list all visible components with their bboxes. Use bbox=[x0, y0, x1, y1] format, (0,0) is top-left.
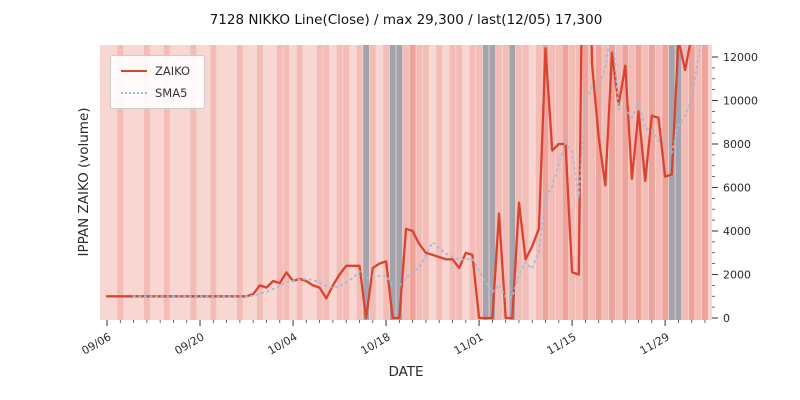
legend-label-sma5: SMA5 bbox=[155, 86, 188, 100]
svg-text:09/06: 09/06 bbox=[80, 330, 114, 357]
svg-text:11/29: 11/29 bbox=[638, 330, 672, 357]
svg-text:11/01: 11/01 bbox=[452, 330, 486, 357]
svg-text:10/18: 10/18 bbox=[359, 330, 393, 357]
svg-text:11/15: 11/15 bbox=[545, 330, 579, 357]
zaiko-line-swatch bbox=[121, 70, 147, 72]
svg-text:12000: 12000 bbox=[723, 51, 758, 64]
sma5-line-swatch bbox=[121, 92, 147, 94]
x-axis-label: DATE bbox=[388, 364, 424, 380]
svg-text:09/20: 09/20 bbox=[173, 330, 207, 357]
legend-label-zaiko: ZAIKO bbox=[155, 64, 191, 78]
y-axis-label: IPPAN ZAIKO (volume) bbox=[76, 107, 92, 257]
svg-text:10/04: 10/04 bbox=[266, 330, 300, 357]
svg-text:10000: 10000 bbox=[723, 95, 758, 108]
legend-item-zaiko: ZAIKO bbox=[121, 64, 190, 78]
svg-text:0: 0 bbox=[723, 312, 730, 325]
svg-text:2000: 2000 bbox=[723, 269, 751, 282]
chart-title: 7128 NIKKO Line(Close) / max 29,300 / la… bbox=[209, 12, 603, 28]
legend: ZAIKO SMA5 bbox=[110, 55, 206, 109]
legend-item-sma5: SMA5 bbox=[121, 86, 190, 100]
svg-text:6000: 6000 bbox=[723, 182, 751, 195]
svg-text:4000: 4000 bbox=[723, 225, 751, 238]
svg-text:8000: 8000 bbox=[723, 138, 751, 151]
